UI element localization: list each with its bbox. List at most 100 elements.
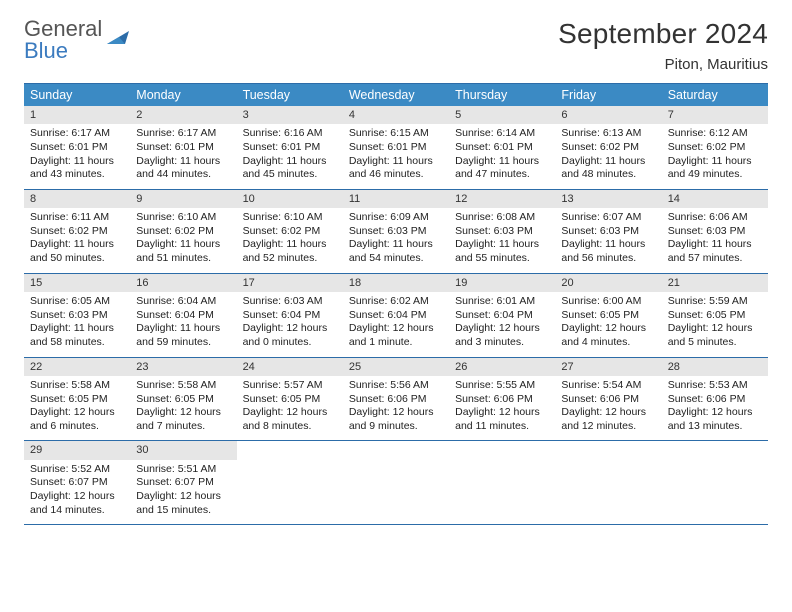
day-header: Friday (555, 84, 661, 106)
day-body: Sunrise: 6:11 AMSunset: 6:02 PMDaylight:… (24, 208, 130, 273)
sunrise-line: Sunrise: 6:05 AM (30, 295, 124, 309)
empty-cell (662, 441, 768, 524)
daylight-line: Daylight: 11 hours and 51 minutes. (136, 238, 230, 265)
sunrise-line: Sunrise: 5:59 AM (668, 295, 762, 309)
sunset-line: Sunset: 6:02 PM (30, 225, 124, 239)
daylight-line: Daylight: 11 hours and 48 minutes. (561, 155, 655, 182)
daylight-line: Daylight: 11 hours and 49 minutes. (668, 155, 762, 182)
day-number: 1 (24, 106, 130, 124)
calendar-page: General Blue September 2024 Piton, Mauri… (0, 0, 792, 612)
sunrise-line: Sunrise: 6:17 AM (30, 127, 124, 141)
daylight-line: Daylight: 12 hours and 9 minutes. (349, 406, 443, 433)
top-row: General Blue September 2024 Piton, Mauri… (24, 18, 768, 73)
sunrise-line: Sunrise: 6:12 AM (668, 127, 762, 141)
sunrise-line: Sunrise: 5:53 AM (668, 379, 762, 393)
day-body: Sunrise: 6:13 AMSunset: 6:02 PMDaylight:… (555, 124, 661, 189)
day-number: 28 (662, 358, 768, 376)
day-cell: 28Sunrise: 5:53 AMSunset: 6:06 PMDayligh… (662, 358, 768, 441)
week-row: 22Sunrise: 5:58 AMSunset: 6:05 PMDayligh… (24, 358, 768, 442)
day-body: Sunrise: 6:05 AMSunset: 6:03 PMDaylight:… (24, 292, 130, 357)
sunrise-line: Sunrise: 6:17 AM (136, 127, 230, 141)
calendar-grid: SundayMondayTuesdayWednesdayThursdayFrid… (24, 83, 768, 525)
day-number: 30 (130, 441, 236, 459)
sunset-line: Sunset: 6:04 PM (455, 309, 549, 323)
day-cell: 5Sunrise: 6:14 AMSunset: 6:01 PMDaylight… (449, 106, 555, 189)
day-header: Saturday (662, 84, 768, 106)
day-body: Sunrise: 6:12 AMSunset: 6:02 PMDaylight:… (662, 124, 768, 189)
logo-word2: Blue (24, 38, 68, 63)
sunset-line: Sunset: 6:03 PM (455, 225, 549, 239)
day-number: 12 (449, 190, 555, 208)
daylight-line: Daylight: 11 hours and 43 minutes. (30, 155, 124, 182)
sunrise-line: Sunrise: 6:03 AM (243, 295, 337, 309)
empty-cell (555, 441, 661, 524)
day-body: Sunrise: 5:53 AMSunset: 6:06 PMDaylight:… (662, 376, 768, 441)
day-body: Sunrise: 6:09 AMSunset: 6:03 PMDaylight:… (343, 208, 449, 273)
daylight-line: Daylight: 11 hours and 52 minutes. (243, 238, 337, 265)
day-body: Sunrise: 6:08 AMSunset: 6:03 PMDaylight:… (449, 208, 555, 273)
logo: General Blue (24, 18, 133, 62)
daylight-line: Daylight: 12 hours and 7 minutes. (136, 406, 230, 433)
daylight-line: Daylight: 11 hours and 50 minutes. (30, 238, 124, 265)
day-body: Sunrise: 6:02 AMSunset: 6:04 PMDaylight:… (343, 292, 449, 357)
day-cell: 15Sunrise: 6:05 AMSunset: 6:03 PMDayligh… (24, 274, 130, 357)
day-number: 17 (237, 274, 343, 292)
sunrise-line: Sunrise: 6:08 AM (455, 211, 549, 225)
day-cell: 2Sunrise: 6:17 AMSunset: 6:01 PMDaylight… (130, 106, 236, 189)
day-number: 2 (130, 106, 236, 124)
sunset-line: Sunset: 6:01 PM (349, 141, 443, 155)
sunrise-line: Sunrise: 6:04 AM (136, 295, 230, 309)
sunset-line: Sunset: 6:07 PM (136, 476, 230, 490)
day-header-row: SundayMondayTuesdayWednesdayThursdayFrid… (24, 84, 768, 106)
day-body: Sunrise: 5:57 AMSunset: 6:05 PMDaylight:… (237, 376, 343, 441)
week-row: 29Sunrise: 5:52 AMSunset: 6:07 PMDayligh… (24, 441, 768, 525)
sunrise-line: Sunrise: 6:11 AM (30, 211, 124, 225)
day-body: Sunrise: 6:16 AMSunset: 6:01 PMDaylight:… (237, 124, 343, 189)
day-body: Sunrise: 5:58 AMSunset: 6:05 PMDaylight:… (130, 376, 236, 441)
sunrise-line: Sunrise: 6:06 AM (668, 211, 762, 225)
day-body: Sunrise: 6:14 AMSunset: 6:01 PMDaylight:… (449, 124, 555, 189)
day-cell: 9Sunrise: 6:10 AMSunset: 6:02 PMDaylight… (130, 190, 236, 273)
sunset-line: Sunset: 6:06 PM (561, 393, 655, 407)
sunset-line: Sunset: 6:04 PM (136, 309, 230, 323)
day-body: Sunrise: 5:55 AMSunset: 6:06 PMDaylight:… (449, 376, 555, 441)
sunset-line: Sunset: 6:01 PM (136, 141, 230, 155)
day-cell: 17Sunrise: 6:03 AMSunset: 6:04 PMDayligh… (237, 274, 343, 357)
day-number: 24 (237, 358, 343, 376)
day-cell: 26Sunrise: 5:55 AMSunset: 6:06 PMDayligh… (449, 358, 555, 441)
week-row: 8Sunrise: 6:11 AMSunset: 6:02 PMDaylight… (24, 190, 768, 274)
empty-cell (449, 441, 555, 524)
day-cell: 6Sunrise: 6:13 AMSunset: 6:02 PMDaylight… (555, 106, 661, 189)
daylight-line: Daylight: 12 hours and 3 minutes. (455, 322, 549, 349)
day-number: 8 (24, 190, 130, 208)
day-number: 26 (449, 358, 555, 376)
day-number: 22 (24, 358, 130, 376)
week-row: 15Sunrise: 6:05 AMSunset: 6:03 PMDayligh… (24, 274, 768, 358)
daylight-line: Daylight: 12 hours and 14 minutes. (30, 490, 124, 517)
daylight-line: Daylight: 11 hours and 58 minutes. (30, 322, 124, 349)
day-cell: 14Sunrise: 6:06 AMSunset: 6:03 PMDayligh… (662, 190, 768, 273)
sunset-line: Sunset: 6:03 PM (561, 225, 655, 239)
daylight-line: Daylight: 12 hours and 6 minutes. (30, 406, 124, 433)
day-cell: 11Sunrise: 6:09 AMSunset: 6:03 PMDayligh… (343, 190, 449, 273)
daylight-line: Daylight: 12 hours and 11 minutes. (455, 406, 549, 433)
sunset-line: Sunset: 6:03 PM (668, 225, 762, 239)
sunrise-line: Sunrise: 6:13 AM (561, 127, 655, 141)
day-body: Sunrise: 5:52 AMSunset: 6:07 PMDaylight:… (24, 460, 130, 525)
sunset-line: Sunset: 6:01 PM (30, 141, 124, 155)
daylight-line: Daylight: 12 hours and 8 minutes. (243, 406, 337, 433)
day-cell: 13Sunrise: 6:07 AMSunset: 6:03 PMDayligh… (555, 190, 661, 273)
day-number: 15 (24, 274, 130, 292)
day-body: Sunrise: 6:03 AMSunset: 6:04 PMDaylight:… (237, 292, 343, 357)
day-cell: 8Sunrise: 6:11 AMSunset: 6:02 PMDaylight… (24, 190, 130, 273)
sunrise-line: Sunrise: 6:10 AM (243, 211, 337, 225)
sunset-line: Sunset: 6:01 PM (455, 141, 549, 155)
day-body: Sunrise: 6:10 AMSunset: 6:02 PMDaylight:… (130, 208, 236, 273)
sunrise-line: Sunrise: 5:55 AM (455, 379, 549, 393)
location-label: Piton, Mauritius (558, 56, 768, 73)
day-cell: 1 Sunrise: 6:17 AMSunset: 6:01 PMDaylight… (24, 106, 130, 189)
month-title: September 2024 (558, 18, 768, 50)
day-header: Monday (130, 84, 236, 106)
day-number: 6 (555, 106, 661, 124)
day-number: 7 (662, 106, 768, 124)
